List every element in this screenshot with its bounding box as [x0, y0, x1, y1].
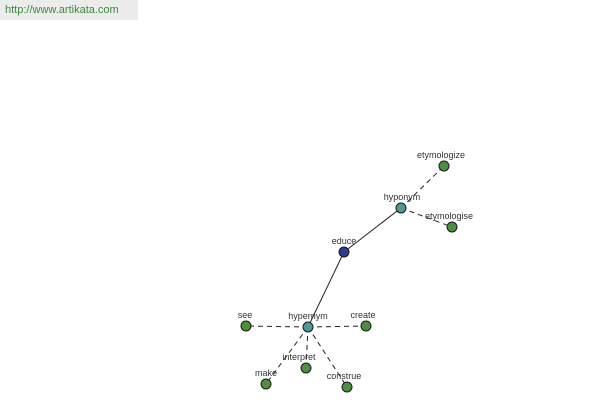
node[interactable] [240, 320, 252, 332]
edge [400, 165, 445, 209]
node-label[interactable]: make [255, 368, 277, 378]
node[interactable] [260, 378, 272, 390]
edge [245, 325, 309, 328]
edge [265, 326, 309, 385]
node-label[interactable]: educe [332, 236, 357, 246]
node[interactable] [438, 160, 450, 172]
edge [307, 251, 345, 328]
edge [305, 326, 309, 369]
node-label[interactable]: see [238, 310, 253, 320]
node[interactable] [360, 320, 372, 332]
node[interactable] [338, 246, 350, 258]
site-url[interactable]: http://www.artikata.com [0, 0, 138, 20]
node-label[interactable]: interpret [282, 352, 316, 362]
node-label[interactable]: hypernym [288, 311, 328, 321]
node[interactable] [446, 221, 458, 233]
edge [307, 325, 367, 328]
node[interactable] [341, 381, 353, 393]
edge [343, 207, 402, 253]
edge [400, 207, 453, 228]
node-label[interactable]: etymologise [425, 211, 473, 221]
edge [307, 326, 348, 388]
node[interactable] [395, 202, 407, 214]
node[interactable] [300, 362, 312, 374]
node-label[interactable]: hyponym [384, 192, 421, 202]
node-label[interactable]: construe [327, 371, 362, 381]
node-label[interactable]: etymologize [417, 150, 465, 160]
node-label[interactable]: create [350, 310, 375, 320]
node[interactable] [302, 321, 314, 333]
